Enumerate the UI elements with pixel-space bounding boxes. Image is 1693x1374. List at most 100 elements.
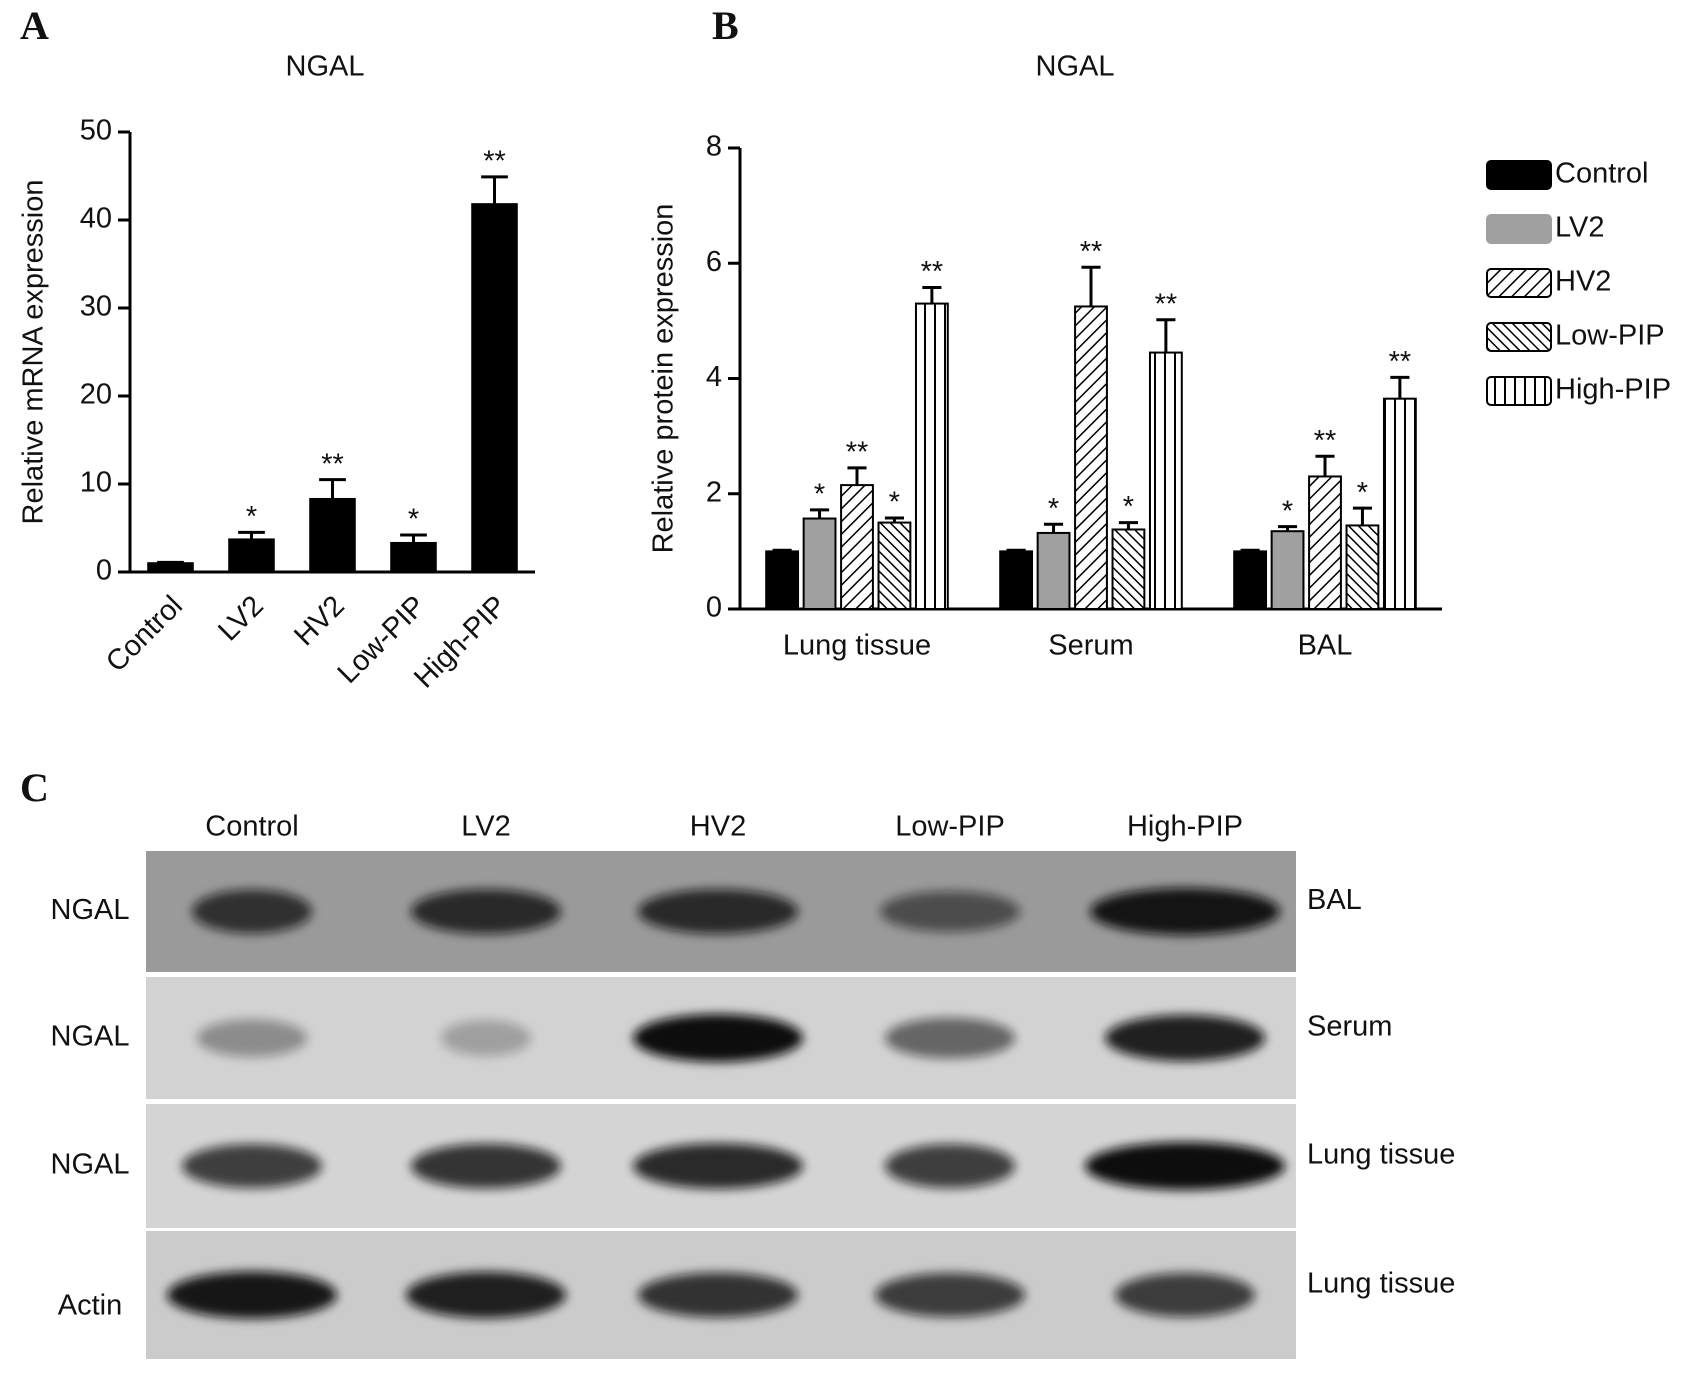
blot-band	[633, 1143, 803, 1189]
legend-swatch	[1486, 376, 1552, 406]
bar	[1036, 531, 1071, 610]
y-tick-label: 6	[706, 246, 722, 278]
row-sample-label: Serum	[1307, 1011, 1392, 1043]
legend-swatch	[1486, 322, 1552, 352]
significance-label: *	[1048, 493, 1059, 525]
row-sample-label: Lung tissue	[1307, 1268, 1455, 1300]
blot-band	[411, 889, 561, 934]
legend-label: Low-PIP	[1555, 320, 1665, 352]
significance-label: **	[1080, 236, 1103, 268]
legend-swatch	[1486, 160, 1552, 190]
bar	[471, 203, 518, 573]
blot-band	[406, 1271, 566, 1319]
y-tick-label: 0	[706, 592, 722, 624]
legend-swatch	[1486, 214, 1552, 244]
bar	[877, 521, 912, 610]
lane-label: Control	[205, 811, 299, 843]
x-tick-label: HV2	[288, 590, 351, 653]
significance-label: **	[321, 448, 344, 480]
legend-label: High-PIP	[1555, 374, 1671, 406]
legend-label: HV2	[1555, 266, 1611, 298]
blot-band	[197, 1019, 307, 1057]
significance-label: **	[1314, 425, 1337, 457]
bar	[840, 484, 874, 611]
row-protein-label: Actin	[58, 1290, 122, 1322]
significance-label: **	[1389, 346, 1412, 378]
legend-label: LV2	[1555, 212, 1604, 244]
bar	[1074, 305, 1108, 610]
row-protein-label: NGAL	[51, 1149, 130, 1181]
blot-band	[1090, 887, 1280, 936]
y-tick-label: 10	[80, 467, 112, 499]
row-sample-label: BAL	[1307, 884, 1362, 916]
blot-band	[885, 1017, 1015, 1059]
bar	[999, 550, 1034, 610]
significance-label: *	[889, 487, 900, 519]
blot-band	[880, 891, 1020, 932]
y-axis-label: Relative protein expression	[648, 204, 680, 554]
y-tick-label: 0	[96, 555, 112, 587]
bar	[802, 517, 837, 610]
bar	[1233, 550, 1268, 610]
blot-band	[167, 1271, 337, 1319]
bar	[1270, 530, 1305, 610]
blot-band	[182, 1144, 322, 1188]
y-tick-label: 2	[706, 476, 722, 508]
x-tick-label: Lung tissue	[783, 630, 931, 662]
significance-label: *	[246, 501, 257, 533]
bar	[1308, 475, 1342, 610]
lane-label: Low-PIP	[895, 811, 1005, 843]
y-tick-label: 4	[706, 361, 722, 393]
blot-band	[633, 1014, 803, 1062]
x-tick-label: Control	[100, 590, 189, 679]
chart-title: NGAL	[1036, 51, 1115, 83]
blot-band	[1115, 1273, 1255, 1317]
blot-band	[1085, 1142, 1285, 1190]
significance-label: *	[814, 479, 825, 511]
bar	[1382, 397, 1417, 611]
bar	[914, 302, 949, 610]
x-tick-label: BAL	[1298, 630, 1353, 662]
lane-label: HV2	[690, 811, 746, 843]
row-sample-label: Lung tissue	[1307, 1139, 1455, 1171]
y-tick-label: 20	[80, 379, 112, 411]
y-tick-label: 50	[80, 115, 112, 147]
blot-band	[885, 1144, 1015, 1188]
panel-label: B	[712, 3, 739, 48]
row-protein-label: NGAL	[51, 1021, 130, 1053]
significance-label: **	[483, 146, 506, 178]
lane-label: High-PIP	[1127, 811, 1243, 843]
significance-label: *	[1282, 495, 1293, 527]
x-tick-label: Serum	[1048, 630, 1133, 662]
blot-band	[441, 1020, 531, 1056]
bar	[1345, 524, 1380, 610]
legend-swatch	[1486, 268, 1552, 298]
x-tick-label: LV2	[212, 590, 270, 648]
bar	[765, 550, 800, 610]
lane-label: LV2	[461, 811, 510, 843]
significance-label: *	[1123, 491, 1134, 523]
row-protein-label: NGAL	[51, 894, 130, 926]
bar	[390, 541, 437, 574]
y-tick-label: 40	[80, 203, 112, 235]
chart-title: NGAL	[286, 51, 365, 83]
significance-label: **	[846, 436, 869, 468]
bar	[309, 497, 356, 573]
legend-label: Control	[1555, 158, 1649, 190]
y-axis-label: Relative mRNA expression	[18, 180, 50, 525]
bar	[1111, 528, 1146, 610]
significance-label: **	[1155, 288, 1178, 320]
y-tick-label: 30	[80, 291, 112, 323]
bar	[1148, 351, 1183, 610]
bar	[228, 538, 275, 574]
blot-band	[192, 889, 312, 934]
significance-label: *	[1357, 477, 1368, 509]
blot-band	[411, 1143, 561, 1189]
significance-label: *	[408, 504, 419, 536]
blot-band	[875, 1273, 1025, 1317]
panel-label: A	[20, 3, 49, 48]
blot-band	[638, 1272, 798, 1318]
panel-label: C	[20, 765, 49, 810]
bar	[147, 562, 194, 574]
